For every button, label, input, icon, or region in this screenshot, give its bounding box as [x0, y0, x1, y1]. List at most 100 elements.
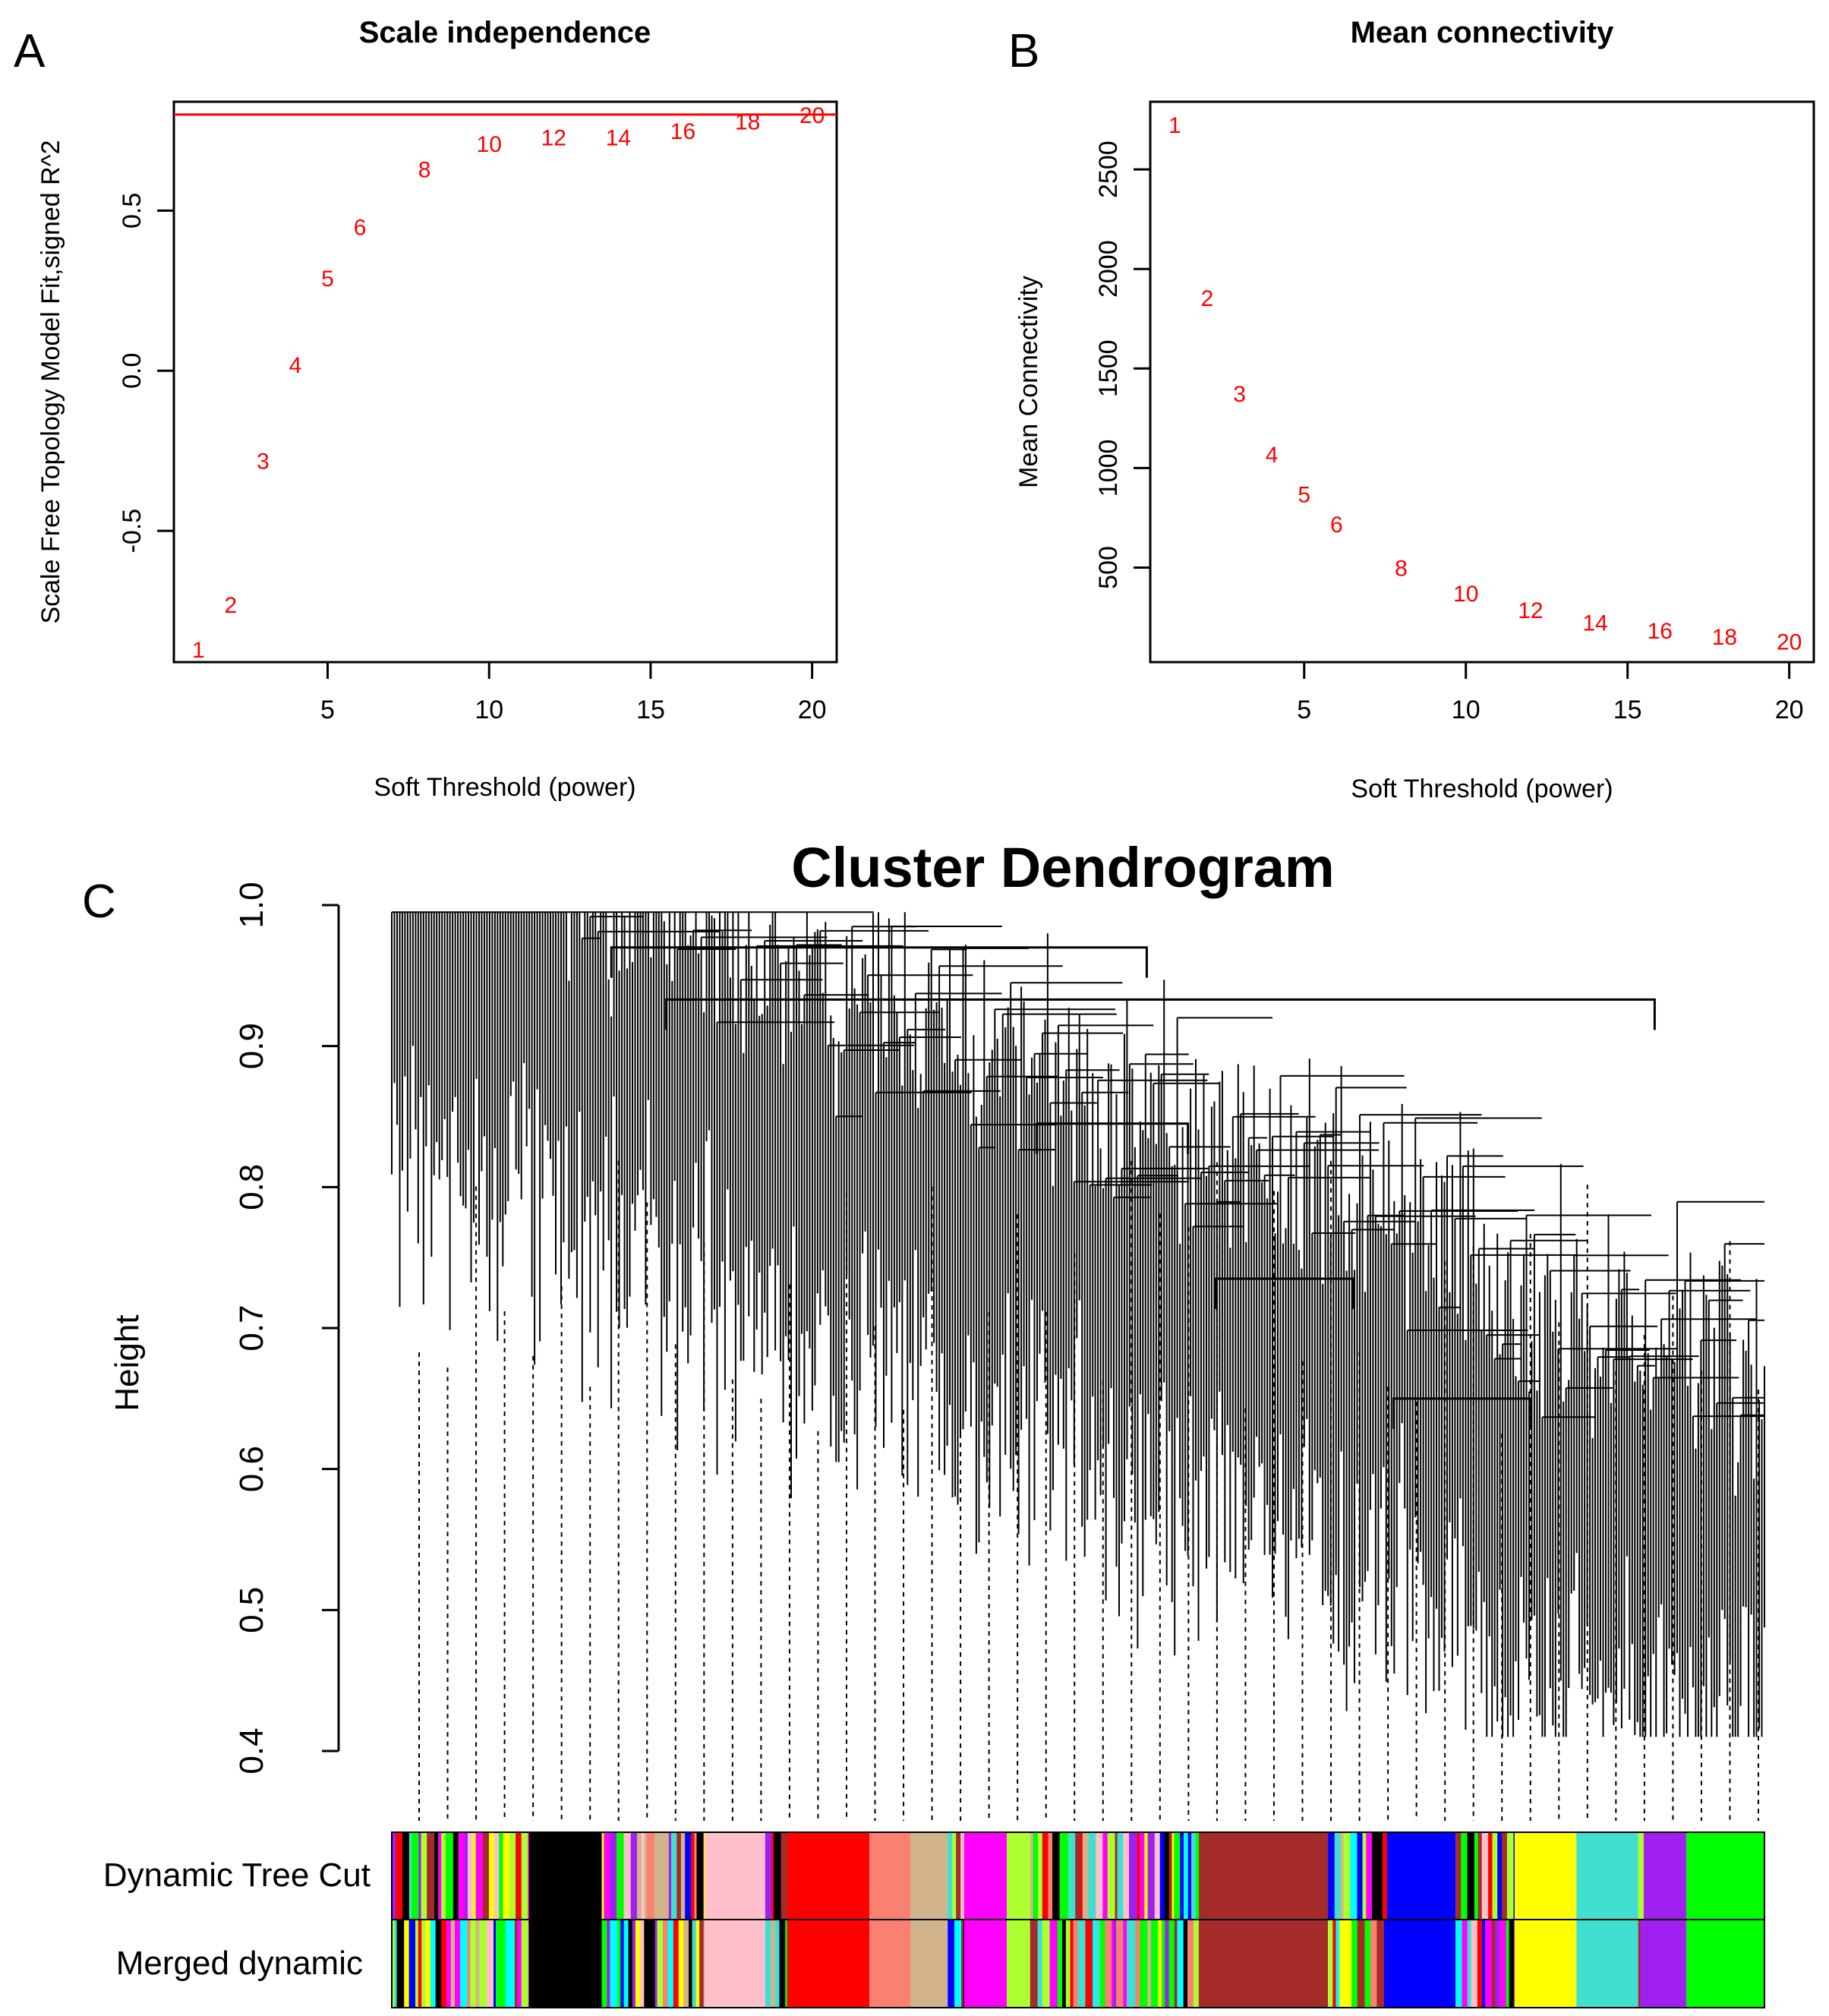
panel-b-y-tick-label: 2500 [1094, 140, 1123, 198]
panel-a-x-tick-label: 15 [636, 696, 665, 724]
panel-c-y-tick-label: 0.7 [233, 1305, 270, 1351]
color-bar-mixed-strip [528, 1832, 530, 1920]
panel-b-x-tick-label: 15 [1613, 696, 1642, 724]
color-bar-module [869, 1832, 911, 1920]
panel-b-point-label: 4 [1266, 443, 1279, 468]
panel-a-point-label: 1 [192, 638, 205, 663]
panel-a-point-label: 16 [670, 119, 695, 144]
color-bar-mixed-strip [1096, 1832, 1103, 1920]
color-bar-mixed-strip [450, 1920, 456, 2008]
color-bar-mixed-strip [454, 1920, 461, 2008]
color-bar-mixed-strip [1506, 1832, 1514, 1920]
color-bar-mixed-strip [425, 1920, 431, 2008]
panel-b-point-label: 8 [1395, 556, 1408, 581]
panel-c-y-tick-label: 0.6 [233, 1446, 270, 1492]
color-bar-mixed-strip [1351, 1920, 1358, 2008]
color-bar-mixed-strip [396, 1920, 405, 2008]
color-bar-module [1006, 1920, 1030, 2008]
color-bar-mixed-strip [430, 1920, 437, 2008]
color-bar-mixed-strip [394, 1920, 398, 2008]
color-bar-mixed-strip [1477, 1920, 1483, 2008]
color-bar-module [1686, 1920, 1764, 2008]
color-bar-mixed-strip [610, 1920, 618, 2008]
color-bar-mixed-strip [1164, 1832, 1170, 1920]
color-bar-mixed-strip [495, 1920, 503, 2008]
color-bar-mixed-strip [1467, 1920, 1472, 2008]
color-bar-mixed-strip [1168, 1832, 1173, 1920]
color-bar-mixed-strip [648, 1920, 656, 2008]
color-bar-mixed-strip [1073, 1920, 1079, 2008]
color-bar-mixed-strip [1497, 1832, 1503, 1920]
color-bar-mixed-strip [1116, 1920, 1124, 2008]
color-bar-mixed-strip [1177, 1920, 1184, 2008]
color-bar-mixed-strip [765, 1832, 772, 1920]
color-bar-mixed-strip [644, 1832, 648, 1920]
color-bar-mixed-strip [1378, 1832, 1383, 1920]
color-bar-mixed-strip [673, 1920, 680, 2008]
color-bar-mixed-strip [1154, 1832, 1161, 1920]
color-bar-mixed-strip [954, 1920, 962, 2008]
color-bar-mixed-strip [692, 1920, 697, 2008]
color-bar-label-merged-dynamic: Merged dynamic [116, 1945, 363, 1982]
color-bar-mixed-strip [601, 1832, 604, 1920]
color-bar-mixed-strip [412, 1832, 419, 1920]
color-bar-mixed-strip [521, 1832, 528, 1920]
color-bar-mixed-strip [464, 1832, 468, 1920]
color-bar-mixed-strip [446, 1920, 452, 2008]
color-bar-mixed-strip [948, 1920, 955, 2008]
color-bar-mixed-strip [441, 1920, 447, 2008]
color-bar-mixed-strip [640, 1920, 645, 2008]
color-bar-mixed-strip [1059, 1832, 1064, 1920]
color-bar-mixed-strip [494, 1920, 497, 2008]
color-bar-mixed-strip [694, 1832, 698, 1920]
panel-b-y-tick-label: 500 [1094, 546, 1123, 589]
panel-a-point-label: 20 [799, 103, 825, 128]
panel-b-point-label: 3 [1233, 382, 1246, 407]
color-bar-mixed-strip [517, 1920, 522, 2008]
color-bar-mixed-strip [418, 1920, 422, 2008]
color-bar-mixed-strip [1105, 1920, 1112, 2008]
color-bar-mixed-strip [1030, 1832, 1034, 1920]
color-bar-mixed-strip [1057, 1920, 1063, 2008]
color-bar-mixed-strip [1640, 1920, 1645, 2008]
panel-c-title: Cluster Dendrogram [791, 836, 1334, 899]
panel-a-x-tick-label: 20 [798, 696, 827, 724]
color-bar-mixed-strip [1382, 1832, 1388, 1920]
color-bar-mixed-strip [1383, 1920, 1388, 2008]
panel-a-y-axis-label: Scale Free Topology Model Fit,signed R^2 [36, 140, 65, 623]
panel-a-point-label: 8 [418, 158, 431, 183]
panel-b-y-axis-label: Mean Connectivity [1014, 276, 1043, 488]
color-bar-mixed-strip [516, 1832, 522, 1920]
color-bar-mixed-strip [1174, 1832, 1181, 1920]
color-bar-mixed-strip [1506, 1920, 1510, 2008]
color-bar-mixed-strip [667, 1920, 674, 2008]
color-bar-mixed-strip [503, 1832, 510, 1920]
panel-b-x-tick-label: 5 [1297, 696, 1311, 724]
panel-a-y-tick-label: 0.0 [118, 353, 147, 389]
color-bar-mixed-strip [1467, 1832, 1475, 1920]
panel-c-label: C [82, 875, 116, 928]
panel-b-y-tick-label: 1000 [1094, 440, 1123, 497]
color-bar-mixed-strip [1174, 1920, 1178, 2008]
color-bar-mixed-strip [1052, 1832, 1061, 1920]
color-bar-mixed-strip [1364, 1920, 1371, 2008]
color-bar-mixed-strip [664, 1832, 670, 1920]
color-bar-module [1199, 1832, 1329, 1920]
color-bar-mixed-strip [1151, 1920, 1159, 2008]
color-bar-mixed-strip [1096, 1920, 1101, 2008]
panel-b-point-label: 20 [1777, 629, 1802, 655]
color-bar-mixed-strip [1195, 1832, 1200, 1920]
color-bar-mixed-strip [435, 1920, 442, 2008]
color-bar-mixed-strip [1082, 1832, 1089, 1920]
color-bar-mixed-strip [421, 1832, 427, 1920]
color-bar-mixed-strip [1491, 1920, 1496, 2008]
color-bar-mixed-strip [1183, 1920, 1188, 2008]
color-bar-mixed-strip [1455, 1920, 1463, 2008]
color-bar-mixed-strip [1099, 1920, 1105, 2008]
color-bar-mixed-strip [623, 1832, 632, 1920]
color-bar-mixed-strip [1335, 1920, 1340, 2008]
panel-c-y-tick-label: 0.8 [233, 1164, 270, 1210]
color-bar-mixed-strip [703, 1920, 705, 2008]
color-bar-mixed-strip [678, 1920, 684, 2008]
color-bar-mixed-strip [960, 1832, 965, 1920]
